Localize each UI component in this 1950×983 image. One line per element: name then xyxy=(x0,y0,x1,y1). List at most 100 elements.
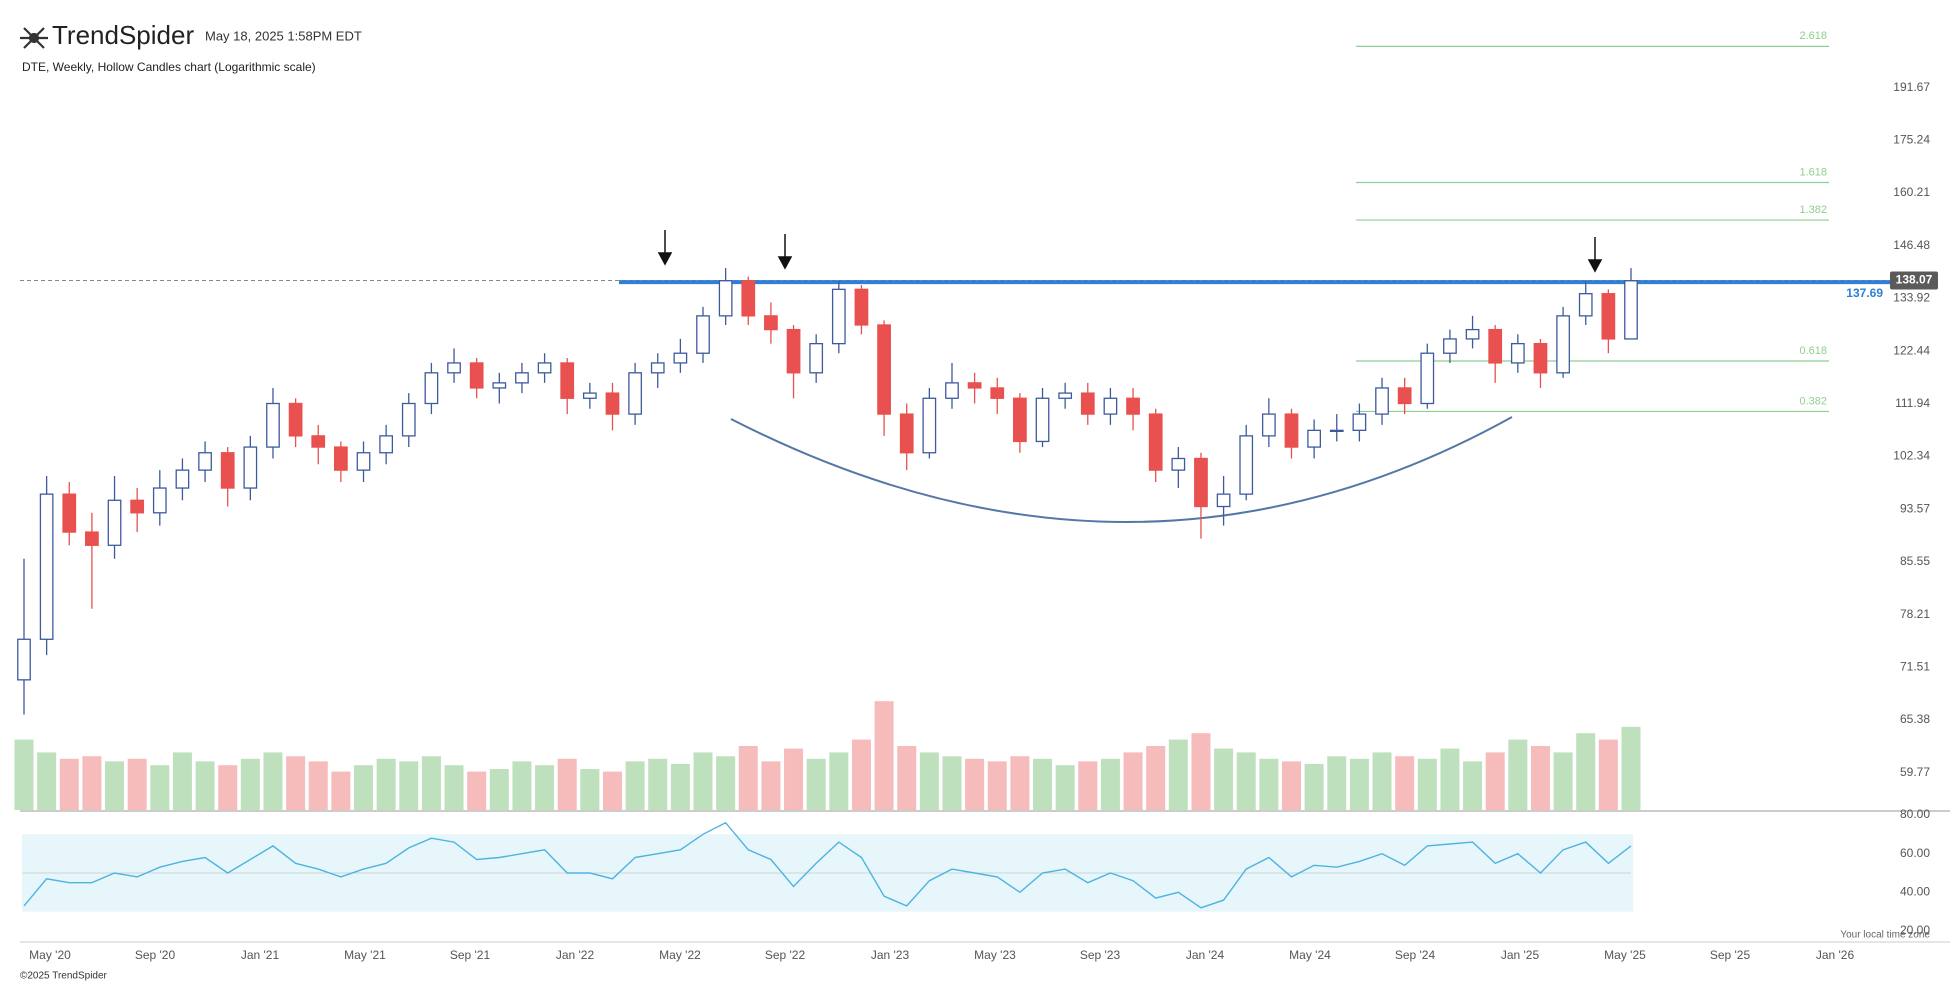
candle-body xyxy=(786,328,801,374)
volume-bar xyxy=(1055,765,1075,810)
volume-bar xyxy=(1123,752,1143,810)
volume-bar xyxy=(716,756,736,810)
fib-label: 2.618 xyxy=(1799,30,1827,42)
candle-body xyxy=(1080,392,1095,415)
candle-body xyxy=(1194,457,1208,508)
volume-bar xyxy=(1508,739,1528,810)
copyright: ©2025 TrendSpider xyxy=(20,971,108,982)
volume-bar xyxy=(399,761,419,810)
x-tick-label: Sep '24 xyxy=(1395,948,1436,962)
volume-bar xyxy=(580,769,600,810)
candle-body xyxy=(1556,315,1570,374)
volume-bar xyxy=(308,761,328,810)
candle-body xyxy=(741,280,756,317)
candle-body xyxy=(243,446,258,489)
candle-body xyxy=(401,402,416,437)
volume-bar xyxy=(557,758,577,810)
cup-curve xyxy=(730,416,1513,523)
candle-body xyxy=(1239,435,1254,495)
candle-body xyxy=(1307,429,1322,448)
volume-bar xyxy=(1372,752,1392,810)
volume-bar xyxy=(331,771,351,810)
rsi-tick-label: 40.00 xyxy=(1900,885,1930,899)
candle-body xyxy=(1103,397,1118,415)
volume-bar xyxy=(919,752,939,810)
volume-bar xyxy=(218,765,238,810)
volume-bar xyxy=(874,701,894,810)
candle-body xyxy=(1397,387,1412,405)
volume-bar xyxy=(1078,761,1098,810)
last-price-tag xyxy=(1890,271,1938,290)
y-tick-label: 78.21 xyxy=(1900,607,1930,621)
volume-bar xyxy=(1146,746,1166,810)
x-tick-label: Sep '22 xyxy=(765,948,806,962)
volume-bar xyxy=(489,769,509,810)
logo-icon xyxy=(20,27,48,49)
volume-bar xyxy=(1463,761,1483,810)
volume-bar xyxy=(172,752,192,810)
volume-bar xyxy=(806,758,826,810)
x-tick-label: May '24 xyxy=(1289,948,1331,962)
timestamp: May 18, 2025 1:58PM EDT xyxy=(205,28,362,43)
candle-body xyxy=(492,382,507,389)
candle-body xyxy=(1171,457,1186,471)
y-tick-label: 85.55 xyxy=(1900,554,1930,568)
candle-body xyxy=(1601,293,1616,340)
volume-bar xyxy=(1191,733,1211,810)
candle-body xyxy=(266,402,280,448)
x-tick-label: Sep '23 xyxy=(1080,948,1121,962)
candle-body xyxy=(718,280,733,317)
volume-bar xyxy=(1530,746,1550,810)
candle-body xyxy=(831,288,846,345)
candle-body xyxy=(1352,413,1367,431)
candle-body xyxy=(809,343,824,374)
volume-bar xyxy=(1304,763,1324,810)
volume-bar xyxy=(82,756,102,810)
volume-bar xyxy=(648,758,668,810)
candle-body xyxy=(1578,293,1593,317)
y-tick-label: 102.34 xyxy=(1893,449,1930,463)
candle-body xyxy=(220,452,235,489)
volume-bar xyxy=(1440,748,1460,810)
candle-body xyxy=(1013,397,1027,443)
volume-bar xyxy=(1236,752,1256,810)
y-tick-label: 93.57 xyxy=(1900,501,1930,515)
candle-body xyxy=(152,487,167,514)
rsi-tick-label: 80.00 xyxy=(1900,807,1930,821)
x-tick-label: May '23 xyxy=(974,948,1016,962)
y-tick-label: 133.92 xyxy=(1893,291,1930,305)
volume-bar xyxy=(897,746,917,810)
volume-bar xyxy=(354,765,374,810)
candle-body xyxy=(17,638,31,681)
volume-bar xyxy=(421,756,441,810)
x-tick-label: May '25 xyxy=(1604,948,1646,962)
x-tick-label: May '22 xyxy=(659,948,701,962)
volume-bar xyxy=(263,752,283,810)
volume-bar xyxy=(738,746,758,810)
volume-bar xyxy=(376,758,396,810)
candle-body xyxy=(1216,493,1231,508)
candle-body xyxy=(1375,387,1389,415)
volume-bar xyxy=(1395,756,1415,810)
candle-body xyxy=(424,372,439,405)
volume-bar xyxy=(602,771,622,810)
volume-bar xyxy=(1327,756,1347,810)
x-tick-label: May '20 xyxy=(29,948,71,962)
candle-body xyxy=(130,499,145,514)
candle-body xyxy=(1035,397,1050,443)
x-tick-label: Sep '20 xyxy=(135,948,176,962)
candle-body xyxy=(1329,429,1344,432)
candle-body xyxy=(1488,328,1503,364)
candle-body xyxy=(1126,397,1140,415)
volume-bar xyxy=(761,761,781,810)
volume-bar xyxy=(1214,748,1234,810)
candle-body xyxy=(175,469,190,489)
timezone-note: Your local time zone xyxy=(1840,930,1930,941)
candle-body xyxy=(650,362,665,374)
x-tick-label: Jan '21 xyxy=(241,948,280,962)
fib-label: 0.382 xyxy=(1799,395,1827,407)
volume-bar xyxy=(195,761,215,810)
volume-bar xyxy=(625,761,645,810)
